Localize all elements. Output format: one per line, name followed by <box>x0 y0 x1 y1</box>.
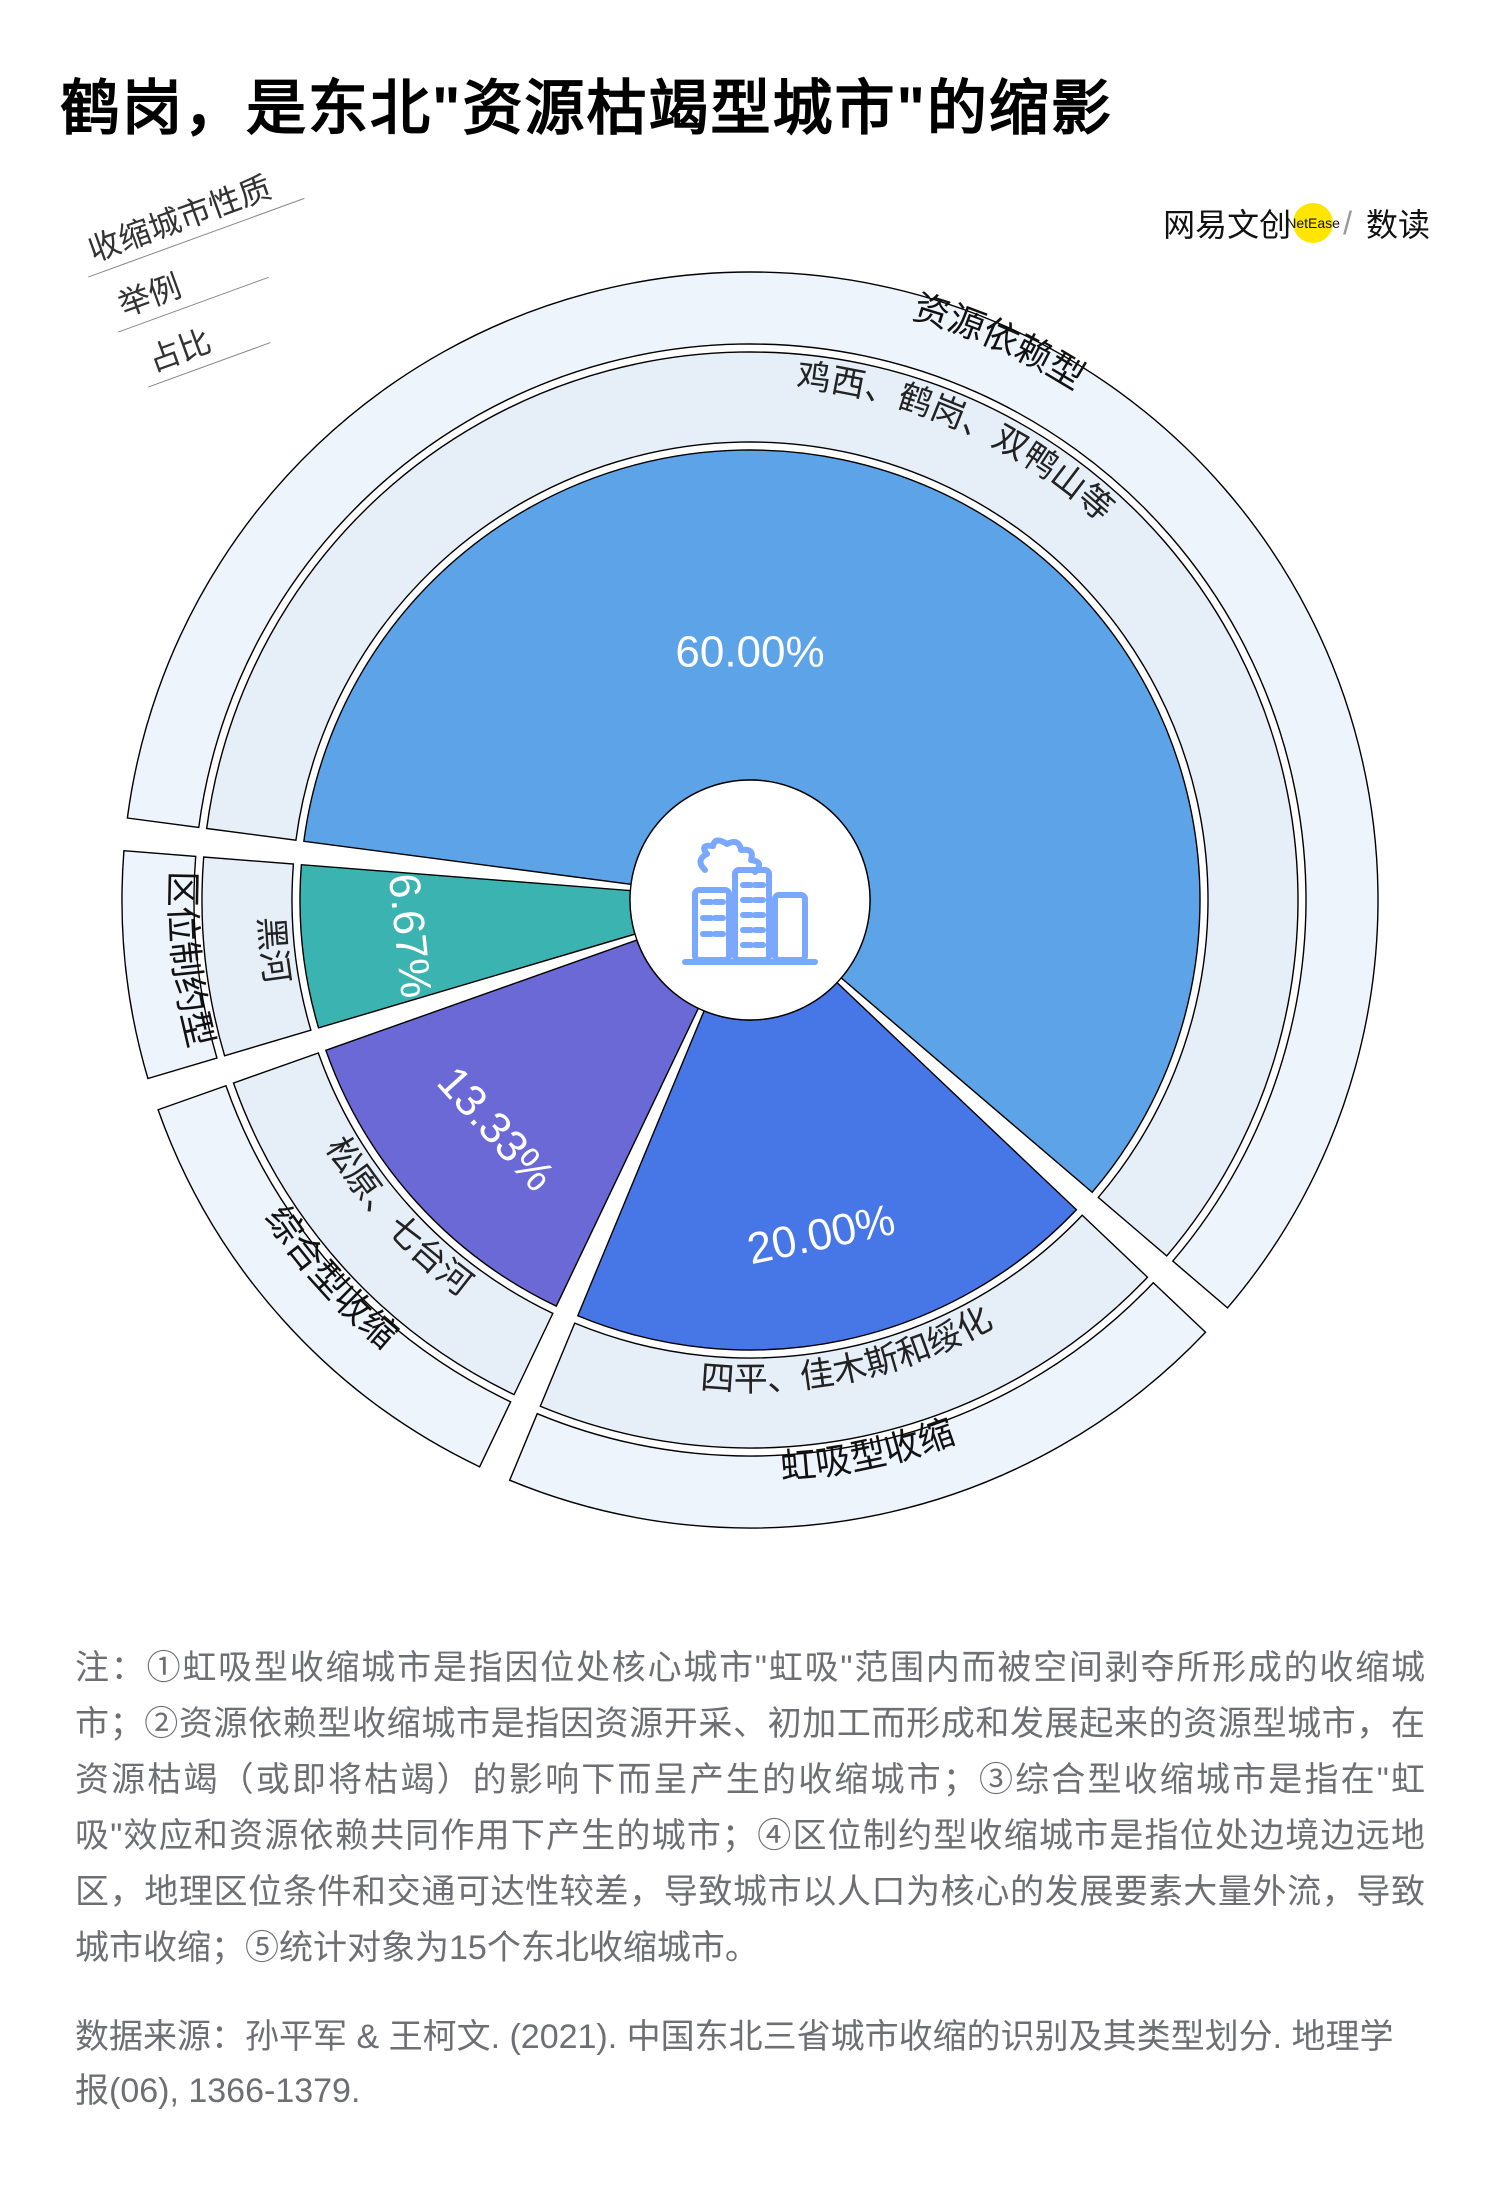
footnotes: 注：①虹吸型收缩城市是指因位处核心城市"虹吸"范围内而被空间剥夺所形成的收缩城市… <box>75 1640 1425 1977</box>
pct-label: 60.00% <box>675 628 824 677</box>
brand-left: 网易文创 <box>1163 200 1291 246</box>
page-title: 鹤岗，是东北"资源枯竭型城市"的缩影 <box>60 60 1440 147</box>
data-source: 数据来源：孙平军 & 王柯文. (2021). 中国东北三省城市收缩的识别及其类… <box>75 2010 1425 2119</box>
brand-slash: / <box>1343 205 1352 242</box>
brand-bar: 网易文创 NetEase / 数读 <box>1163 200 1430 246</box>
example-label: 黑河 <box>251 915 296 986</box>
brand-right: 数读 <box>1366 200 1430 246</box>
brand-dot: NetEase <box>1293 203 1333 243</box>
nested-pie-chart: 60.00%鸡西、鹤岗、双鸭山等资源依赖型20.00%四平、佳木斯和绥化虹吸型收… <box>110 260 1390 1540</box>
